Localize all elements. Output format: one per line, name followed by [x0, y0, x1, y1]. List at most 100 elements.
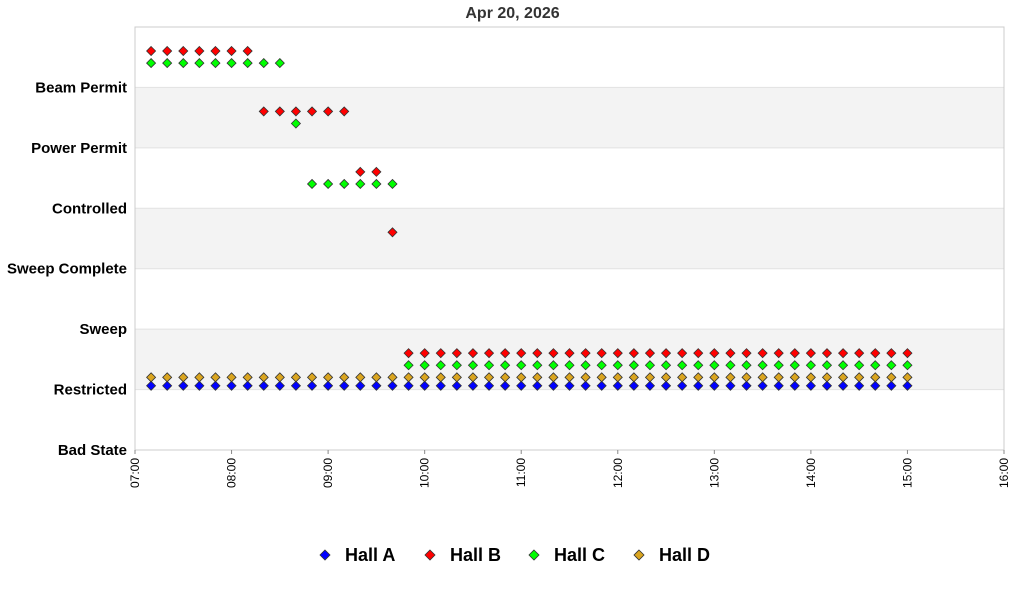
x-tick-label: 14:00 [804, 458, 818, 488]
data-point [516, 372, 527, 383]
data-point [274, 106, 285, 117]
data-point [757, 380, 768, 391]
data-point [194, 58, 205, 69]
data-point [500, 348, 511, 359]
data-point [483, 372, 495, 383]
x-tick-label: 08:00 [225, 458, 239, 488]
legend-label: Hall A [345, 545, 395, 565]
data-point [226, 58, 237, 69]
data-point [242, 58, 253, 69]
data-point [194, 380, 205, 391]
plot-frame [134, 26, 1005, 451]
data-point [387, 178, 398, 190]
data-point [290, 106, 301, 117]
x-tick-label: 15:00 [900, 458, 914, 488]
data-point [178, 58, 189, 69]
data-point [435, 380, 446, 391]
x-tick-label: 13:00 [707, 458, 721, 488]
data-point [644, 372, 656, 383]
chart-title: Apr 20, 2026 [465, 5, 559, 22]
data-point [548, 380, 559, 391]
data-point [548, 348, 559, 359]
data-point [226, 380, 237, 391]
data-point [805, 360, 816, 371]
data-point [644, 380, 656, 391]
data-point [532, 348, 543, 359]
data-point [693, 372, 704, 383]
data-point [886, 372, 897, 383]
data-point [516, 380, 527, 391]
data-point [210, 45, 221, 57]
data-point [789, 360, 800, 371]
data-points [146, 45, 913, 391]
data-point [725, 380, 736, 391]
data-point [821, 360, 833, 371]
data-point [580, 380, 591, 391]
data-point [323, 372, 334, 383]
data-point [371, 166, 382, 177]
data-point [596, 372, 607, 383]
data-point [516, 348, 527, 359]
data-point [532, 360, 543, 371]
band-3 [135, 208, 1004, 269]
data-point [805, 348, 816, 359]
data-point [612, 380, 623, 391]
data-point [660, 360, 672, 371]
data-point [403, 380, 414, 391]
data-point [339, 380, 350, 391]
data-point [355, 372, 366, 383]
data-point [596, 348, 607, 359]
x-tick-label: 07:00 [128, 458, 142, 488]
data-point [162, 58, 173, 69]
data-point [500, 372, 511, 383]
x-tick-label: 11:00 [514, 458, 528, 487]
data-point [580, 348, 591, 359]
data-point [838, 360, 849, 371]
data-point [725, 372, 736, 383]
data-point [660, 372, 672, 383]
data-point [725, 348, 736, 359]
data-point [580, 360, 591, 371]
data-point [483, 360, 495, 371]
data-point [564, 348, 575, 359]
data-point [162, 372, 173, 383]
data-point [757, 348, 768, 359]
data-point [902, 372, 913, 383]
legend-label: Hall C [554, 545, 605, 565]
data-point [741, 360, 752, 371]
data-point [709, 372, 720, 383]
data-point [886, 360, 897, 371]
x-tick-label: 10:00 [418, 458, 432, 488]
data-point [419, 360, 430, 371]
band-4 [135, 268, 1004, 330]
data-point [628, 372, 639, 383]
data-point [580, 372, 591, 383]
data-point [789, 372, 800, 383]
x-tick-label: 09:00 [321, 458, 335, 488]
data-point [902, 360, 913, 371]
data-point [226, 372, 237, 383]
data-point [403, 360, 414, 371]
data-point [773, 380, 784, 391]
data-point [451, 348, 462, 359]
data-point [854, 360, 865, 371]
data-point [387, 372, 398, 383]
data-point [387, 380, 398, 391]
data-point [773, 360, 784, 371]
legend: Hall A Hall B Hall C Hall D [319, 545, 710, 565]
data-point [371, 178, 382, 190]
data-point [821, 372, 833, 383]
data-point [467, 380, 479, 391]
data-point [306, 380, 318, 391]
data-point [355, 178, 366, 190]
data-point [242, 45, 253, 57]
data-point [467, 348, 479, 359]
data-point [274, 372, 285, 383]
data-point [451, 372, 462, 383]
data-point [483, 380, 495, 391]
data-point [532, 372, 543, 383]
data-point [339, 372, 350, 383]
data-point [210, 380, 221, 391]
data-point [677, 380, 688, 391]
